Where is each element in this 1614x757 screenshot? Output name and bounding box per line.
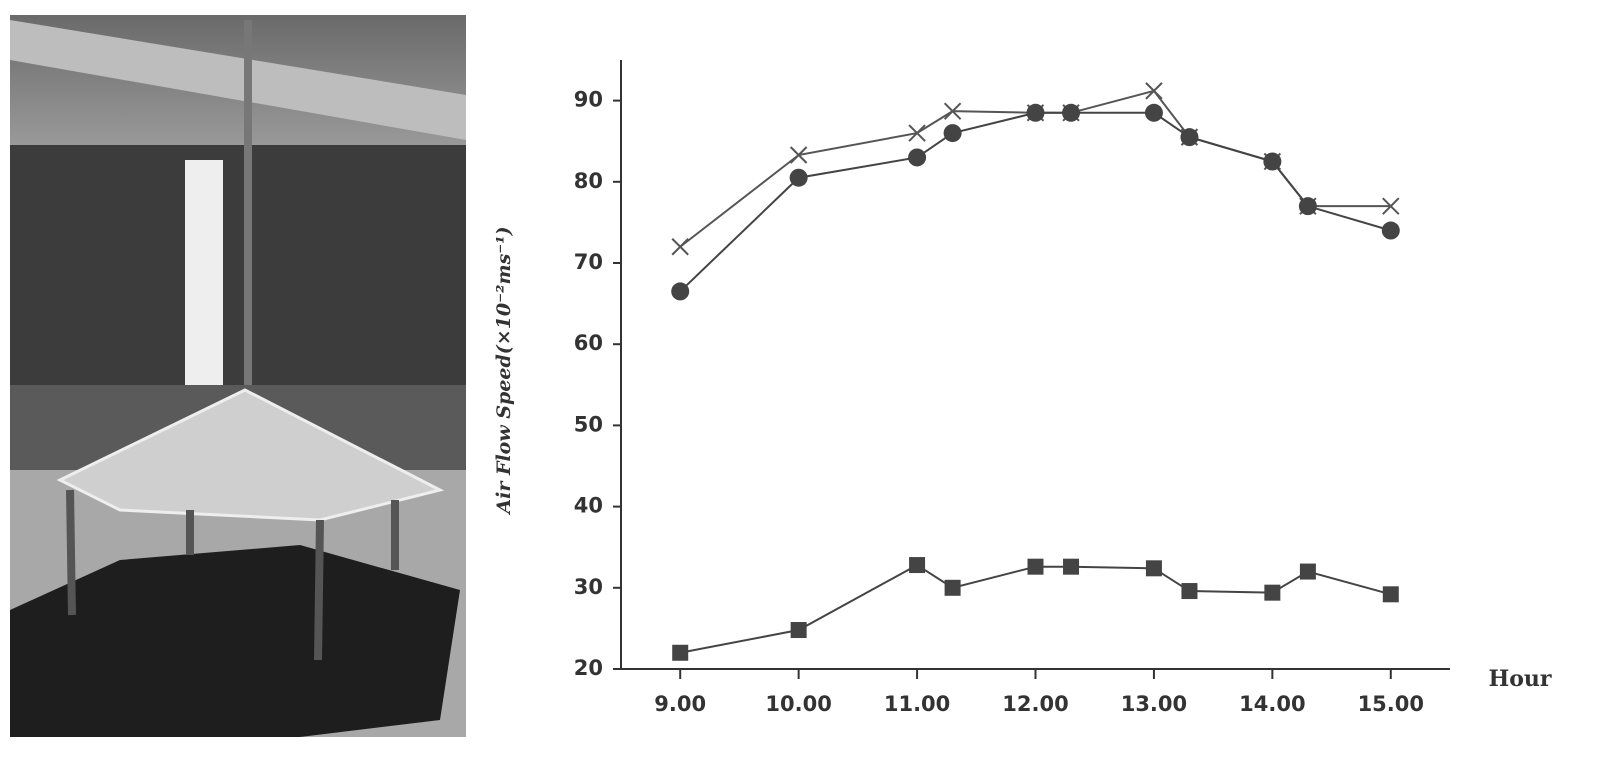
square-marker [1299, 563, 1316, 580]
square-marker [790, 622, 807, 639]
square-marker [1264, 584, 1281, 601]
square-marker [1181, 583, 1198, 600]
x-tick-label: 15.00 [1358, 692, 1424, 716]
photo-leg [314, 519, 324, 661]
y-tick-label: 40 [574, 494, 603, 518]
square-marker [1063, 558, 1080, 575]
circle-marker [1062, 103, 1081, 122]
circle-marker [1298, 197, 1317, 216]
y-tick-label: 70 [574, 250, 603, 274]
x-axis-label: Hour [1488, 666, 1551, 692]
cross-marker [1382, 197, 1400, 215]
circle-marker [1180, 128, 1199, 147]
square-marker [1382, 586, 1399, 603]
cross-marker [908, 124, 926, 142]
photo-pillar [185, 160, 223, 400]
photo-wall [10, 145, 466, 395]
series-line [680, 563, 1392, 654]
y-tick-label: 80 [574, 169, 603, 193]
circle-marker [1263, 152, 1282, 171]
square-marker [944, 579, 961, 596]
cross-marker [789, 146, 808, 164]
circle-marker [671, 282, 690, 301]
photo [10, 15, 466, 737]
y-tick-label: 20 [574, 656, 603, 680]
series-line [679, 111, 1392, 293]
square-marker [672, 644, 689, 661]
y-tick-label: 30 [574, 575, 603, 599]
circle-marker [1381, 221, 1400, 240]
x-tick-label: 11.00 [884, 692, 950, 716]
y-tick-label: 60 [574, 331, 603, 355]
circle-marker [1144, 103, 1163, 122]
x-tick-label: 9.00 [654, 692, 706, 716]
circle-marker [908, 148, 927, 167]
x-tick-label: 13.00 [1121, 692, 1187, 716]
y-tick-label: 50 [574, 412, 603, 436]
photo-pole [244, 20, 252, 400]
y-tick-label: 90 [574, 88, 603, 112]
square-marker [1145, 560, 1162, 577]
photo-leg [66, 489, 76, 616]
circle-marker [789, 168, 808, 187]
circle-marker [943, 124, 962, 143]
photo-canopy [56, 388, 445, 522]
chart: Air Flow Speed(×10⁻²ms⁻¹) Hour 20 30 40 50 6… [493, 60, 1552, 716]
square-marker [1027, 558, 1044, 575]
photo-beam-face [10, 20, 466, 140]
cross-marker [671, 238, 689, 256]
cross-marker [943, 102, 962, 120]
cross-marker [1145, 82, 1163, 100]
x-tick-label: 12.00 [1002, 692, 1068, 716]
square-marker [909, 557, 926, 574]
photo-legs [66, 489, 399, 661]
y-axis-label: Air Flow Speed(×10⁻²ms⁻¹) [493, 226, 515, 515]
circle-marker [1026, 103, 1045, 122]
x-tick-label: 10.00 [765, 692, 831, 716]
photo-shadow [10, 545, 460, 737]
x-tick-label: 14.00 [1239, 692, 1305, 716]
